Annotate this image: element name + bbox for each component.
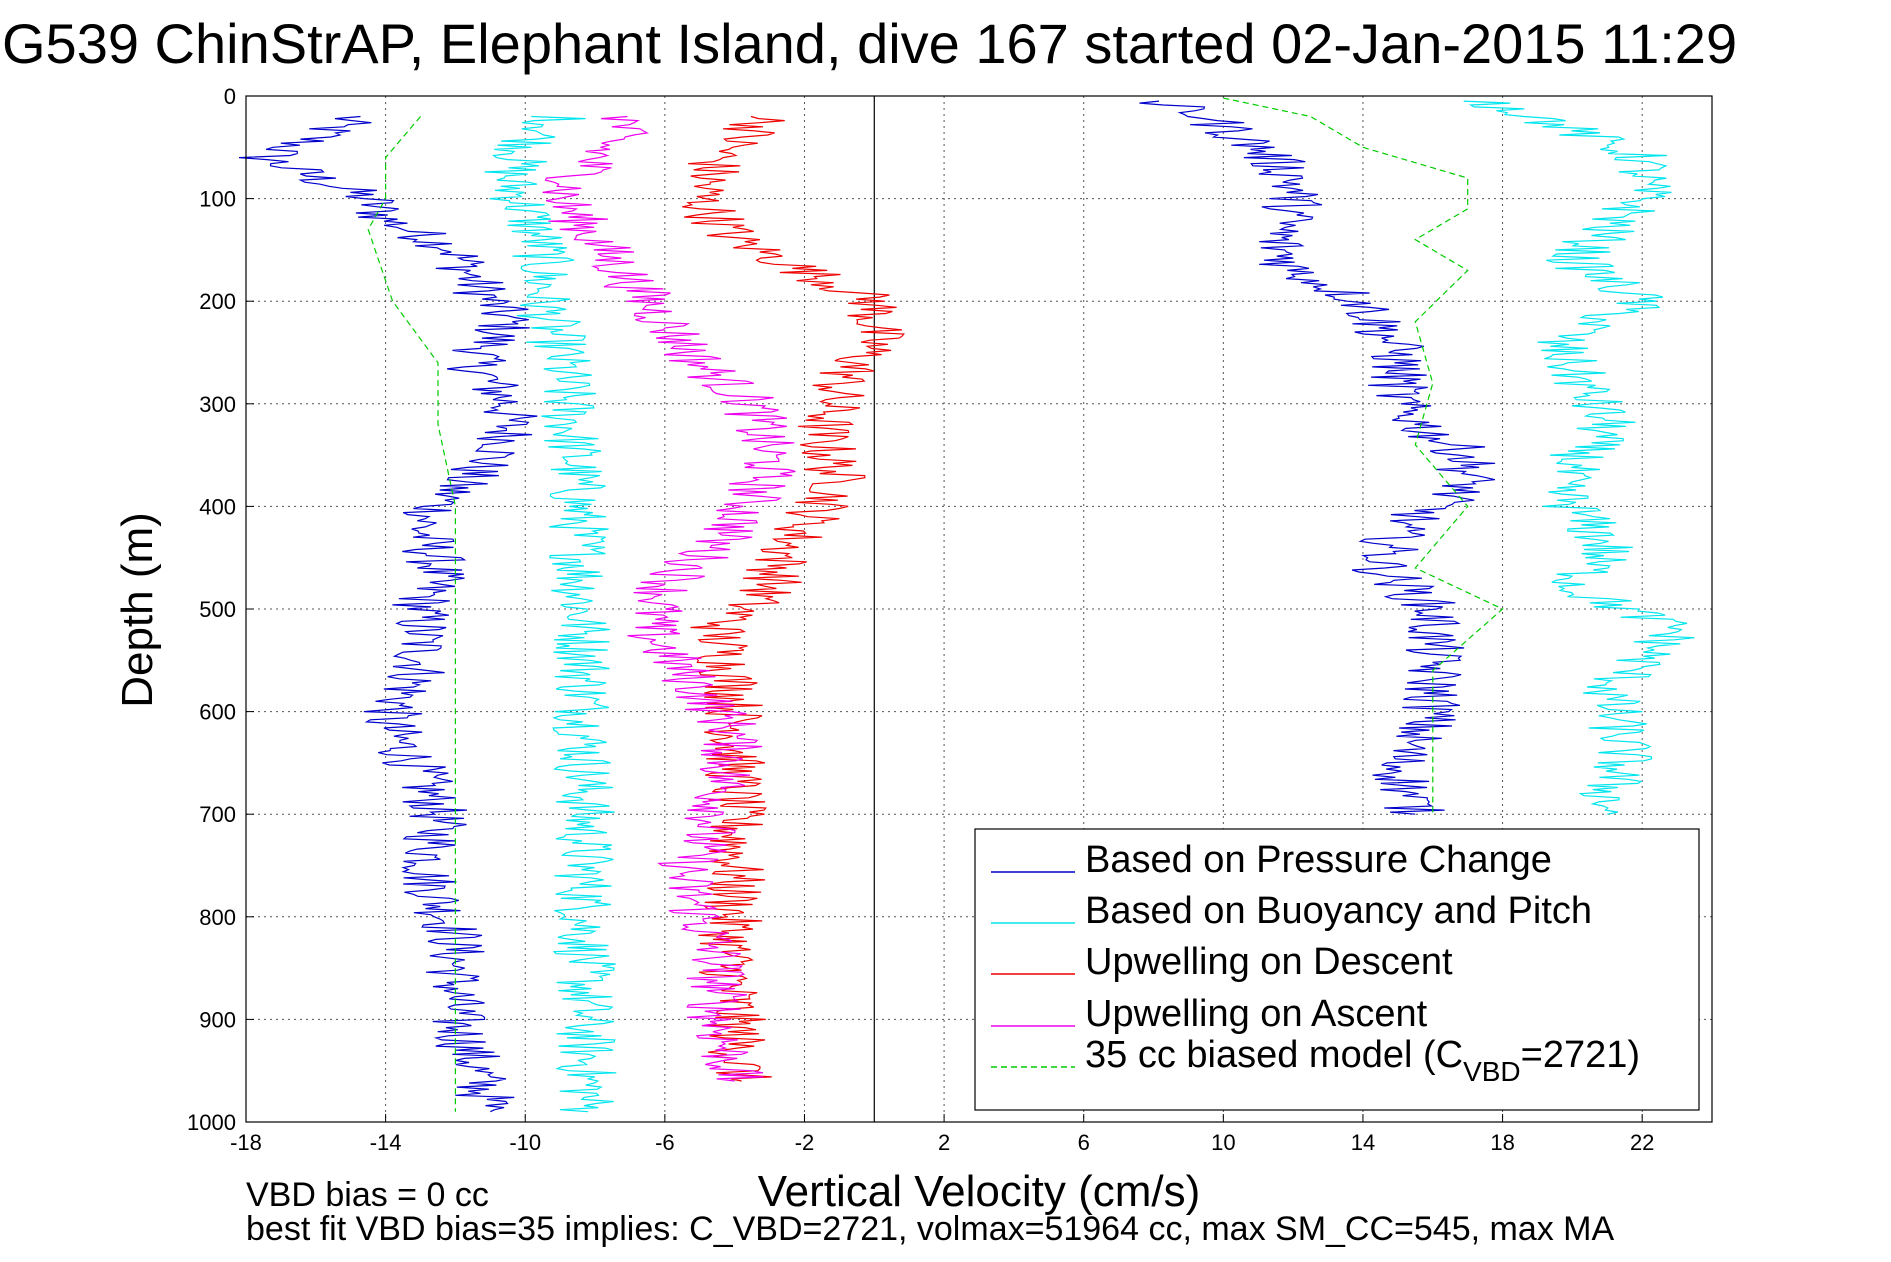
legend: Based on Pressure Change Based on Buoyanc… bbox=[974, 828, 1700, 1111]
x-tick-label: -18 bbox=[230, 1130, 262, 1155]
x-tick-label: -6 bbox=[655, 1130, 675, 1155]
tick-labels: -18 -14 -10 -6 -2 2 6 10 14 18 22 0 100 200 300 400 500 6… bbox=[187, 84, 1654, 1155]
legend-label-3: Upwelling on Ascent bbox=[1085, 993, 1428, 1035]
plot-frame bbox=[245, 95, 1713, 1123]
y-tick-label: 1000 bbox=[187, 1110, 236, 1135]
series-line-4 bbox=[367, 116, 456, 1112]
x-tick-label: 6 bbox=[1078, 1130, 1090, 1155]
series-line-3 bbox=[542, 115, 796, 1082]
legend-label-end: =2721) bbox=[1521, 1034, 1640, 1076]
x-tick-label: 18 bbox=[1490, 1130, 1514, 1155]
x-tick-label: -14 bbox=[370, 1130, 402, 1155]
y-tick-label: 0 bbox=[224, 84, 236, 109]
series-line-0 bbox=[238, 115, 538, 1113]
y-tick-label: 800 bbox=[199, 905, 236, 930]
series-line-1 bbox=[484, 115, 617, 1113]
series-line-5 bbox=[1139, 100, 1496, 815]
footnote-line-2: best fit VBD bias=35 implies: C_VBD=2721… bbox=[246, 1210, 1615, 1248]
y-tick-label: 500 bbox=[199, 597, 236, 622]
x-axis-label: Vertical Velocity (cm/s) bbox=[758, 1167, 1201, 1216]
x-tick-label: 22 bbox=[1630, 1130, 1654, 1155]
legend-subscript: VBD bbox=[1463, 1056, 1521, 1087]
y-tick-label: 600 bbox=[199, 700, 236, 725]
y-tick-label: 400 bbox=[199, 494, 236, 519]
legend-label-1: Based on Buoyancy and Pitch bbox=[1085, 890, 1592, 932]
legend-label-0: Based on Pressure Change bbox=[1085, 839, 1552, 881]
chart-title: G539 ChinStrAP, Elephant Island, dive 16… bbox=[2, 12, 1737, 75]
y-tick-label: 700 bbox=[199, 802, 236, 827]
x-tick-label: 10 bbox=[1211, 1130, 1235, 1155]
data-series bbox=[238, 96, 1695, 1122]
y-tick-label: 900 bbox=[199, 1007, 236, 1032]
y-tick-label: 300 bbox=[199, 392, 236, 417]
legend-box bbox=[974, 828, 1700, 1111]
y-tick-label: 200 bbox=[199, 289, 236, 314]
x-tick-label: -10 bbox=[509, 1130, 541, 1155]
x-tick-label: 2 bbox=[938, 1130, 950, 1155]
x-tick-label: 14 bbox=[1351, 1130, 1375, 1155]
series-line-2 bbox=[682, 115, 906, 1082]
y-tick-label: 100 bbox=[199, 187, 236, 212]
legend-label-2: Upwelling on Descent bbox=[1085, 941, 1453, 983]
series-line-6 bbox=[1463, 100, 1695, 815]
y-axis-label: Depth (m) bbox=[113, 512, 162, 708]
x-tick-label: -2 bbox=[795, 1130, 815, 1155]
footnote-line-1: VBD bias = 0 cc bbox=[246, 1176, 489, 1214]
